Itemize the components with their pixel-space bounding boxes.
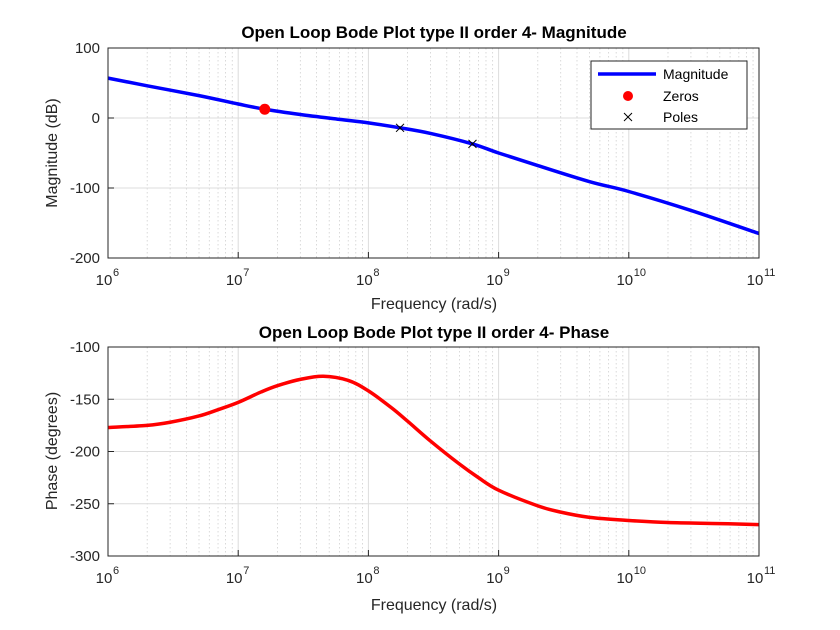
magnitude-x-tick-exponent: 8 bbox=[373, 267, 379, 279]
phase-y-tick-label: -100 bbox=[70, 339, 100, 356]
magnitude-y-tick-label: -100 bbox=[70, 180, 100, 197]
phase-x-tick-exponent: 6 bbox=[113, 565, 119, 577]
phase-plot: Open Loop Bode Plot type II order 4- Pha… bbox=[44, 323, 775, 614]
magnitude-x-tick-label: 10 bbox=[356, 272, 373, 289]
phase-x-tick-label: 10 bbox=[747, 570, 764, 587]
phase-x-tick-exponent: 8 bbox=[373, 565, 379, 577]
magnitude-y-tick-label: 100 bbox=[75, 40, 100, 57]
legend-zeros-swatch bbox=[623, 91, 633, 101]
magnitude-plot-title: Open Loop Bode Plot type II order 4- Mag… bbox=[241, 23, 626, 42]
magnitude-plot: Open Loop Bode Plot type II order 4- Mag… bbox=[44, 23, 775, 313]
magnitude-x-tick-label: 10 bbox=[616, 272, 633, 289]
phase-y-tick-label: -300 bbox=[70, 548, 100, 565]
phase-series bbox=[107, 374, 760, 527]
phase-x-tick-label: 10 bbox=[226, 570, 243, 587]
magnitude-x-tick-label: 10 bbox=[747, 272, 764, 289]
magnitude-y-tick-label: 0 bbox=[92, 110, 100, 127]
phase-x-tick-exponent: 10 bbox=[634, 565, 646, 577]
phase-x-tick-label: 10 bbox=[96, 570, 113, 587]
legend-poles-swatch bbox=[623, 112, 633, 122]
magnitude-y-axis-label: Magnitude (dB) bbox=[44, 98, 61, 207]
magnitude-x-tick-label: 10 bbox=[96, 272, 113, 289]
magnitude-x-tick-exponent: 11 bbox=[764, 267, 775, 279]
phase-plot-title: Open Loop Bode Plot type II order 4- Pha… bbox=[259, 323, 609, 342]
magnitude-x-tick-exponent: 9 bbox=[504, 267, 510, 279]
legend-zeros-label: Zeros bbox=[663, 88, 699, 104]
magnitude-x-axis-label: Frequency (rad/s) bbox=[371, 296, 497, 313]
magnitude-axes-box bbox=[107, 47, 760, 259]
pole-marker bbox=[468, 139, 477, 149]
magnitude-x-tick-exponent: 6 bbox=[113, 267, 119, 279]
phase-x-tick-label: 10 bbox=[486, 570, 503, 587]
legend-magnitude-label: Magnitude bbox=[663, 66, 729, 82]
phase-x-tick-exponent: 11 bbox=[764, 565, 775, 577]
magnitude-x-tick-label: 10 bbox=[226, 272, 243, 289]
phase-x-tick-label: 10 bbox=[356, 570, 373, 587]
magnitude-x-tick-exponent: 7 bbox=[243, 267, 249, 279]
magnitude-markers bbox=[259, 103, 477, 149]
phase-y-tick-label: -200 bbox=[70, 444, 100, 461]
legend-poles-label: Poles bbox=[663, 109, 698, 125]
phase-y-tick-label: -150 bbox=[70, 391, 100, 408]
phase-series-line bbox=[107, 374, 760, 527]
phase-x-tick-exponent: 9 bbox=[504, 565, 510, 577]
magnitude-x-tick-label: 10 bbox=[486, 272, 503, 289]
magnitude-y-tick-label: -200 bbox=[70, 250, 100, 267]
zero-marker bbox=[259, 103, 271, 115]
legend: Magnitude Zeros Poles bbox=[590, 60, 748, 130]
phase-ticks: 10 6 10 7 10 8 10 9 10 10 10 11-100-150-200-250-300 bbox=[70, 339, 775, 587]
phase-y-axis-label: Phase (degrees) bbox=[44, 392, 61, 510]
magnitude-x-tick-exponent: 10 bbox=[634, 267, 646, 279]
phase-x-axis-label: Frequency (rad/s) bbox=[371, 597, 497, 614]
phase-x-tick-exponent: 7 bbox=[243, 565, 249, 577]
phase-x-tick-label: 10 bbox=[616, 570, 633, 587]
phase-y-tick-label: -250 bbox=[70, 496, 100, 513]
pole-marker bbox=[395, 123, 405, 133]
